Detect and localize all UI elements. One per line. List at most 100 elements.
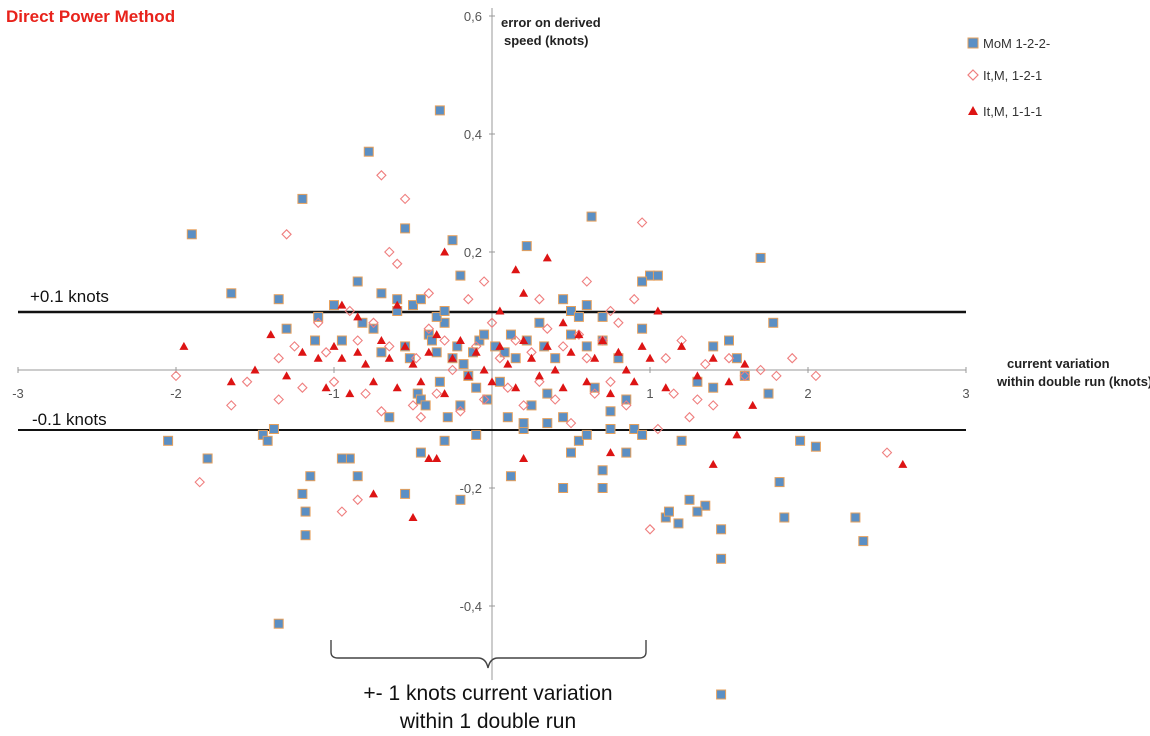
point-mom-122 <box>416 295 425 304</box>
x-axis-label-line1: current variation <box>1007 356 1110 371</box>
point-mom-122 <box>274 619 283 628</box>
point-mom-122 <box>448 236 457 245</box>
plus-threshold-label: +0.1 knots <box>30 287 109 306</box>
legend-diamond-icon <box>968 70 978 80</box>
point-itm-111 <box>582 377 591 385</box>
legend-square-icon <box>968 38 978 48</box>
point-mom-122 <box>859 537 868 546</box>
point-mom-122 <box>559 413 568 422</box>
point-mom-122 <box>693 507 702 516</box>
point-itm-111 <box>282 371 291 379</box>
point-mom-122 <box>330 301 339 310</box>
point-mom-122 <box>311 336 320 345</box>
point-itm-121 <box>385 248 394 257</box>
point-itm-111 <box>409 513 418 521</box>
point-itm-121 <box>337 507 346 516</box>
legend-triangle-icon <box>968 106 978 115</box>
point-itm-121 <box>195 478 204 487</box>
point-itm-111 <box>606 448 615 456</box>
point-mom-122 <box>535 318 544 327</box>
point-mom-122 <box>559 295 568 304</box>
point-mom-122 <box>775 478 784 487</box>
point-itm-111 <box>353 312 362 320</box>
point-mom-122 <box>456 401 465 410</box>
point-mom-122 <box>263 436 272 445</box>
point-mom-122 <box>435 377 444 386</box>
point-itm-111 <box>393 383 402 391</box>
minus-threshold-label: -0.1 knots <box>32 410 107 429</box>
point-itm-111 <box>725 377 734 385</box>
point-mom-122 <box>456 495 465 504</box>
chart-title: Direct Power Method <box>6 7 175 26</box>
point-itm-111 <box>567 348 576 356</box>
point-mom-122 <box>483 395 492 404</box>
brace-label-line1: +- 1 knots current variation <box>363 682 612 705</box>
point-itm-121 <box>693 395 702 404</box>
point-mom-122 <box>587 212 596 221</box>
point-mom-122 <box>385 413 394 422</box>
point-itm-121 <box>330 377 339 386</box>
point-mom-122 <box>282 324 291 333</box>
brace-label-line2: within 1 double run <box>399 710 576 733</box>
point-mom-122 <box>519 419 528 428</box>
point-itm-121 <box>535 295 544 304</box>
point-itm-111 <box>266 330 275 338</box>
point-itm-111 <box>535 371 544 379</box>
point-itm-121 <box>788 354 797 363</box>
point-mom-122 <box>598 484 607 493</box>
point-itm-111 <box>314 354 323 362</box>
x-tick-label: 3 <box>962 386 969 401</box>
point-mom-122 <box>187 230 196 239</box>
point-itm-111 <box>519 289 528 297</box>
point-itm-111 <box>432 454 441 462</box>
point-itm-111 <box>361 360 370 368</box>
point-itm-111 <box>653 307 662 315</box>
point-itm-121 <box>480 277 489 286</box>
point-mom-122 <box>314 312 323 321</box>
point-itm-111 <box>646 354 655 362</box>
point-itm-111 <box>693 371 702 379</box>
point-mom-122 <box>622 395 631 404</box>
point-itm-111 <box>732 430 741 438</box>
point-mom-122 <box>622 448 631 457</box>
point-mom-122 <box>472 430 481 439</box>
point-itm-121 <box>582 277 591 286</box>
point-mom-122 <box>717 525 726 534</box>
point-itm-111 <box>377 336 386 344</box>
y-tick-label: 0,2 <box>464 245 482 260</box>
point-itm-111 <box>543 253 552 261</box>
point-itm-121 <box>416 413 425 422</box>
point-itm-121 <box>669 389 678 398</box>
point-mom-122 <box>353 472 362 481</box>
point-mom-122 <box>709 383 718 392</box>
point-itm-121 <box>227 401 236 410</box>
point-mom-122 <box>274 295 283 304</box>
point-mom-122 <box>543 419 552 428</box>
point-mom-122 <box>543 389 552 398</box>
point-mom-122 <box>590 383 599 392</box>
point-mom-122 <box>606 407 615 416</box>
x-axis-label-line2: within double run (knots) <box>996 374 1150 389</box>
point-mom-122 <box>559 484 568 493</box>
point-mom-122 <box>638 430 647 439</box>
y-axis-label-line1: error on derived <box>501 15 601 30</box>
x-tick-label: -1 <box>328 386 340 401</box>
point-mom-122 <box>227 289 236 298</box>
point-itm-121 <box>811 371 820 380</box>
point-mom-122 <box>740 371 749 380</box>
point-itm-121 <box>614 318 623 327</box>
point-mom-122 <box>480 330 489 339</box>
point-itm-111 <box>345 389 354 397</box>
point-mom-122 <box>551 354 560 363</box>
point-mom-122 <box>401 224 410 233</box>
point-itm-121 <box>290 342 299 351</box>
point-itm-111 <box>606 389 615 397</box>
point-mom-122 <box>301 531 310 540</box>
point-itm-121 <box>464 295 473 304</box>
point-mom-122 <box>606 425 615 434</box>
point-mom-122 <box>306 472 315 481</box>
point-mom-122 <box>298 489 307 498</box>
point-itm-111 <box>748 401 757 409</box>
point-mom-122 <box>421 401 430 410</box>
point-mom-122 <box>443 413 452 422</box>
